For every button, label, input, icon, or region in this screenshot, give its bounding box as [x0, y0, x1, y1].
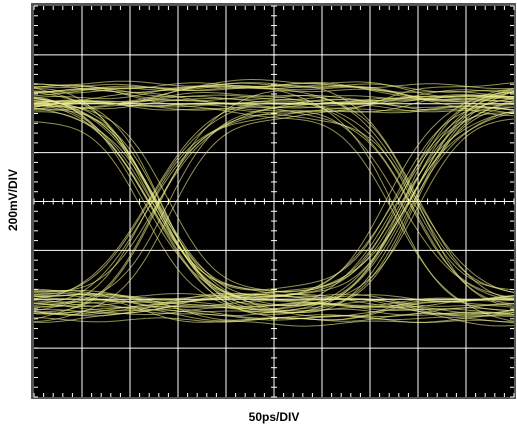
x-axis-label: 50ps/DIV	[249, 410, 300, 424]
chart: 50ps/DIV 200mV/DIV	[0, 0, 517, 430]
y-axis-label: 200mV/DIV	[6, 169, 20, 231]
